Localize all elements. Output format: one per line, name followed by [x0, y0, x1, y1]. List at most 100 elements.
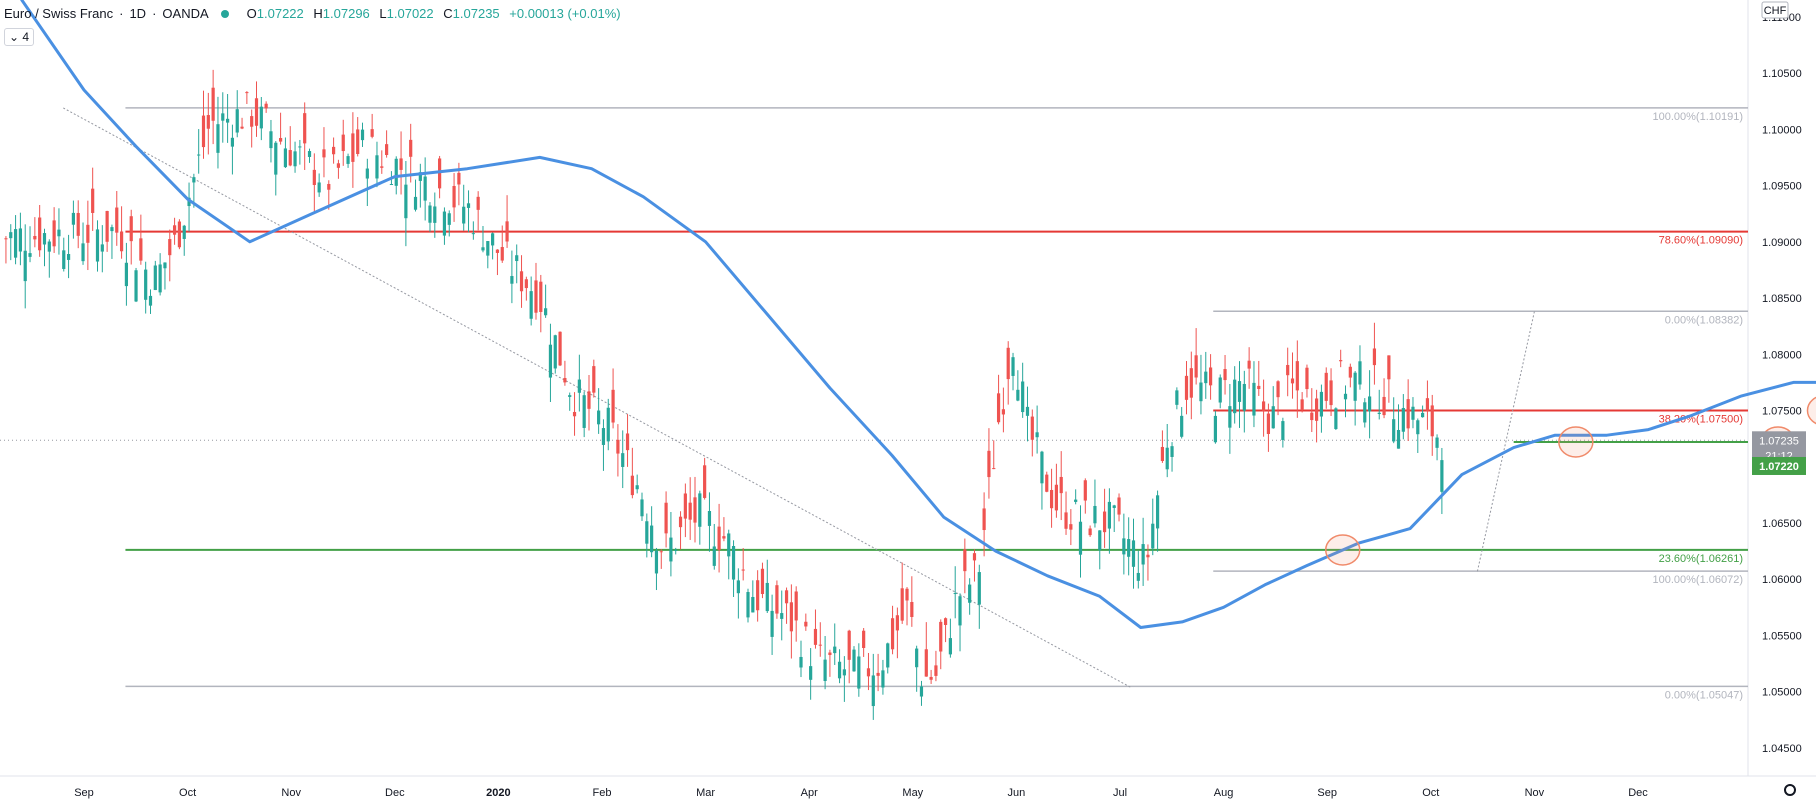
candle-body [192, 177, 196, 183]
x-tick-label: Nov [281, 787, 301, 799]
candle-body [731, 546, 736, 580]
interval[interactable]: 1D [129, 6, 147, 21]
candle-body [1290, 378, 1295, 384]
candle-body [264, 103, 268, 109]
candle-body [1425, 398, 1430, 411]
y-tick-label: 1.09500 [1762, 181, 1802, 193]
candle-body [283, 148, 288, 168]
candle-body [433, 206, 437, 223]
candle-body [722, 536, 726, 539]
candle-body [741, 569, 745, 571]
candle-body [332, 146, 336, 155]
candle-body [438, 158, 442, 189]
candle-body [153, 265, 157, 291]
indicators-toggle[interactable]: ⌄ 4 [4, 28, 35, 46]
candle-body [33, 235, 37, 240]
candle-body [1430, 405, 1434, 437]
candle-body [895, 615, 899, 631]
x-tick-label: Nov [1525, 787, 1545, 799]
candle-body [987, 450, 991, 478]
candle-body [852, 649, 856, 672]
candle-body [129, 216, 133, 242]
candle-body [1401, 407, 1405, 432]
candle-body [1112, 505, 1116, 508]
candle-body [640, 499, 644, 517]
candle-body [23, 250, 27, 282]
candle-body [621, 453, 625, 467]
candle-body [1199, 382, 1203, 402]
candle-body [1078, 521, 1083, 555]
candle-body [943, 618, 948, 625]
symbol-name[interactable]: Euro / Swiss Franc [4, 6, 114, 21]
candle-body [736, 580, 740, 594]
candle-body [910, 601, 914, 618]
candle-body [197, 154, 201, 156]
candle-body [100, 244, 104, 252]
candle-body [158, 264, 162, 293]
candle-body [172, 225, 177, 235]
candle-body [293, 151, 297, 167]
candle-body [1242, 383, 1246, 411]
candle-body [597, 410, 601, 425]
candle-body [953, 593, 957, 595]
indicator-count: 4 [22, 30, 30, 44]
candle-body [221, 113, 225, 121]
candle-body [823, 659, 827, 681]
candle-body [698, 493, 702, 527]
open-value: 1.07222 [256, 6, 304, 21]
candle-body [1334, 408, 1338, 430]
x-tick-label: May [902, 787, 923, 799]
candle-body [1054, 484, 1058, 511]
candle-body [52, 220, 56, 247]
fib-level-label: 100.00%(1.06072) [1652, 574, 1743, 586]
candle-body [804, 621, 808, 627]
candle-body [71, 212, 75, 225]
candle-body [572, 411, 577, 417]
candle-body [862, 630, 866, 648]
candle-body [1102, 511, 1107, 533]
candle-body [1165, 447, 1169, 470]
candle-body [1184, 375, 1189, 400]
candle-body [240, 126, 244, 129]
candle-body [134, 270, 138, 302]
candle-body [418, 172, 422, 181]
candle-body [529, 291, 533, 319]
candle-body [606, 407, 610, 442]
candle-body [818, 644, 822, 646]
candle-body [18, 228, 22, 252]
candle-body [1021, 381, 1025, 413]
candle-body [789, 602, 793, 632]
candle-body [1368, 396, 1372, 412]
candle-body [751, 596, 755, 613]
candle-body [13, 229, 18, 258]
candle-body [1314, 398, 1319, 421]
candle-body [206, 115, 210, 129]
candle-body [409, 139, 413, 157]
candle-body [42, 233, 47, 245]
highlight-circle [1324, 534, 1361, 566]
candle-body [322, 149, 326, 158]
settings-icon[interactable] [1784, 784, 1796, 796]
candle-body [1416, 420, 1420, 435]
candle-body [119, 231, 124, 252]
close-value: 1.07235 [452, 6, 500, 21]
candle-body [1151, 523, 1155, 549]
candle-body [269, 131, 273, 149]
high-value: 1.07296 [322, 6, 370, 21]
candle-body [447, 213, 451, 225]
candle-body [4, 238, 8, 240]
candle-body [1107, 501, 1111, 529]
candle-body [1310, 412, 1314, 421]
candle-body [1223, 369, 1227, 381]
candle-body [1324, 372, 1328, 401]
candle-body [491, 233, 495, 246]
candle-body [992, 468, 996, 470]
candle-body [423, 176, 427, 201]
candle-body [972, 553, 977, 561]
candle-body [664, 502, 668, 534]
candle-body [1411, 406, 1415, 420]
candle-body [799, 656, 803, 668]
candle-body [1035, 432, 1039, 438]
candle-body [1098, 530, 1102, 551]
